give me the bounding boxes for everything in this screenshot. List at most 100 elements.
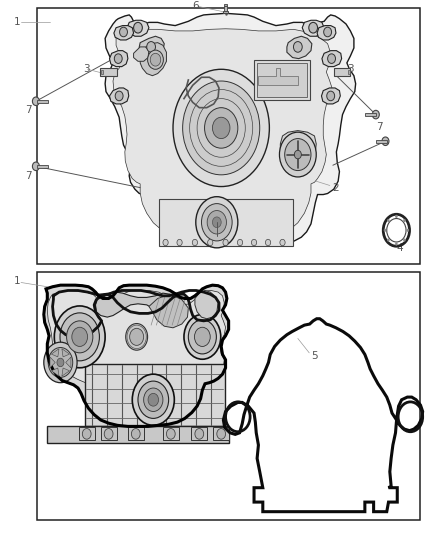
Circle shape — [237, 239, 243, 246]
Bar — [101, 427, 117, 440]
Circle shape — [285, 139, 311, 171]
Bar — [254, 60, 310, 100]
Polygon shape — [51, 349, 59, 357]
Circle shape — [163, 239, 168, 246]
Circle shape — [387, 238, 390, 241]
Polygon shape — [302, 20, 324, 36]
Polygon shape — [140, 43, 166, 76]
Circle shape — [114, 54, 122, 63]
Bar — [348, 70, 350, 74]
Polygon shape — [47, 290, 226, 422]
Bar — [101, 70, 103, 74]
Bar — [224, 6, 227, 11]
Circle shape — [382, 137, 389, 146]
Circle shape — [32, 97, 39, 106]
Circle shape — [148, 50, 163, 69]
Polygon shape — [62, 368, 70, 376]
Circle shape — [166, 429, 175, 439]
Circle shape — [150, 53, 161, 66]
Circle shape — [201, 204, 232, 241]
Bar — [213, 427, 229, 440]
Polygon shape — [195, 290, 218, 319]
Bar — [47, 426, 229, 443]
Polygon shape — [322, 51, 342, 67]
Text: 6: 6 — [192, 2, 198, 11]
Circle shape — [126, 324, 148, 350]
Bar — [365, 113, 376, 116]
Circle shape — [192, 239, 198, 246]
Polygon shape — [114, 26, 134, 40]
Text: 4: 4 — [396, 243, 403, 253]
Polygon shape — [280, 131, 316, 169]
Circle shape — [44, 342, 77, 383]
Bar — [376, 140, 387, 143]
Circle shape — [57, 358, 64, 367]
Polygon shape — [110, 51, 128, 67]
Circle shape — [130, 328, 144, 345]
Circle shape — [194, 327, 210, 346]
Bar — [128, 427, 144, 440]
Bar — [37, 165, 48, 168]
Polygon shape — [110, 88, 129, 104]
Text: 2: 2 — [332, 183, 339, 192]
Circle shape — [147, 42, 155, 52]
Bar — [191, 427, 207, 440]
Circle shape — [293, 42, 302, 52]
Circle shape — [406, 229, 409, 232]
Circle shape — [148, 393, 159, 406]
Circle shape — [188, 320, 216, 354]
Circle shape — [173, 69, 269, 187]
Circle shape — [309, 22, 318, 33]
Circle shape — [48, 348, 73, 377]
Circle shape — [212, 117, 230, 139]
Circle shape — [177, 239, 182, 246]
Bar — [163, 427, 179, 440]
Polygon shape — [44, 285, 229, 426]
Bar — [37, 100, 48, 103]
Circle shape — [132, 374, 174, 425]
Circle shape — [217, 429, 226, 439]
Circle shape — [265, 239, 271, 246]
Circle shape — [205, 108, 238, 148]
Polygon shape — [134, 47, 149, 61]
Bar — [37, 8, 420, 264]
Polygon shape — [287, 36, 312, 59]
Circle shape — [184, 314, 221, 359]
Circle shape — [395, 215, 398, 218]
Polygon shape — [149, 294, 188, 328]
Circle shape — [280, 239, 285, 246]
Circle shape — [183, 81, 260, 175]
Circle shape — [208, 239, 213, 246]
Text: 3: 3 — [347, 64, 353, 74]
Polygon shape — [317, 26, 336, 40]
Circle shape — [395, 243, 398, 246]
Circle shape — [251, 239, 257, 246]
Circle shape — [60, 313, 99, 361]
Text: 3: 3 — [83, 64, 90, 74]
Circle shape — [384, 229, 386, 232]
Bar — [223, 11, 228, 13]
Circle shape — [131, 429, 140, 439]
Polygon shape — [50, 357, 55, 368]
Circle shape — [195, 429, 204, 439]
Text: 1: 1 — [14, 277, 21, 286]
Circle shape — [207, 211, 226, 234]
Circle shape — [327, 91, 335, 101]
Bar — [37, 272, 420, 520]
Polygon shape — [258, 68, 298, 85]
Circle shape — [82, 429, 91, 439]
Circle shape — [120, 27, 127, 37]
Circle shape — [54, 306, 105, 368]
Circle shape — [67, 321, 93, 353]
Polygon shape — [127, 20, 149, 36]
Text: 1: 1 — [14, 18, 21, 27]
Circle shape — [223, 239, 228, 246]
Circle shape — [328, 54, 336, 63]
Circle shape — [32, 162, 39, 171]
Circle shape — [144, 388, 163, 411]
Text: 7: 7 — [25, 171, 32, 181]
Circle shape — [324, 27, 332, 37]
Bar — [100, 68, 117, 76]
Polygon shape — [66, 357, 71, 368]
Circle shape — [387, 219, 390, 222]
